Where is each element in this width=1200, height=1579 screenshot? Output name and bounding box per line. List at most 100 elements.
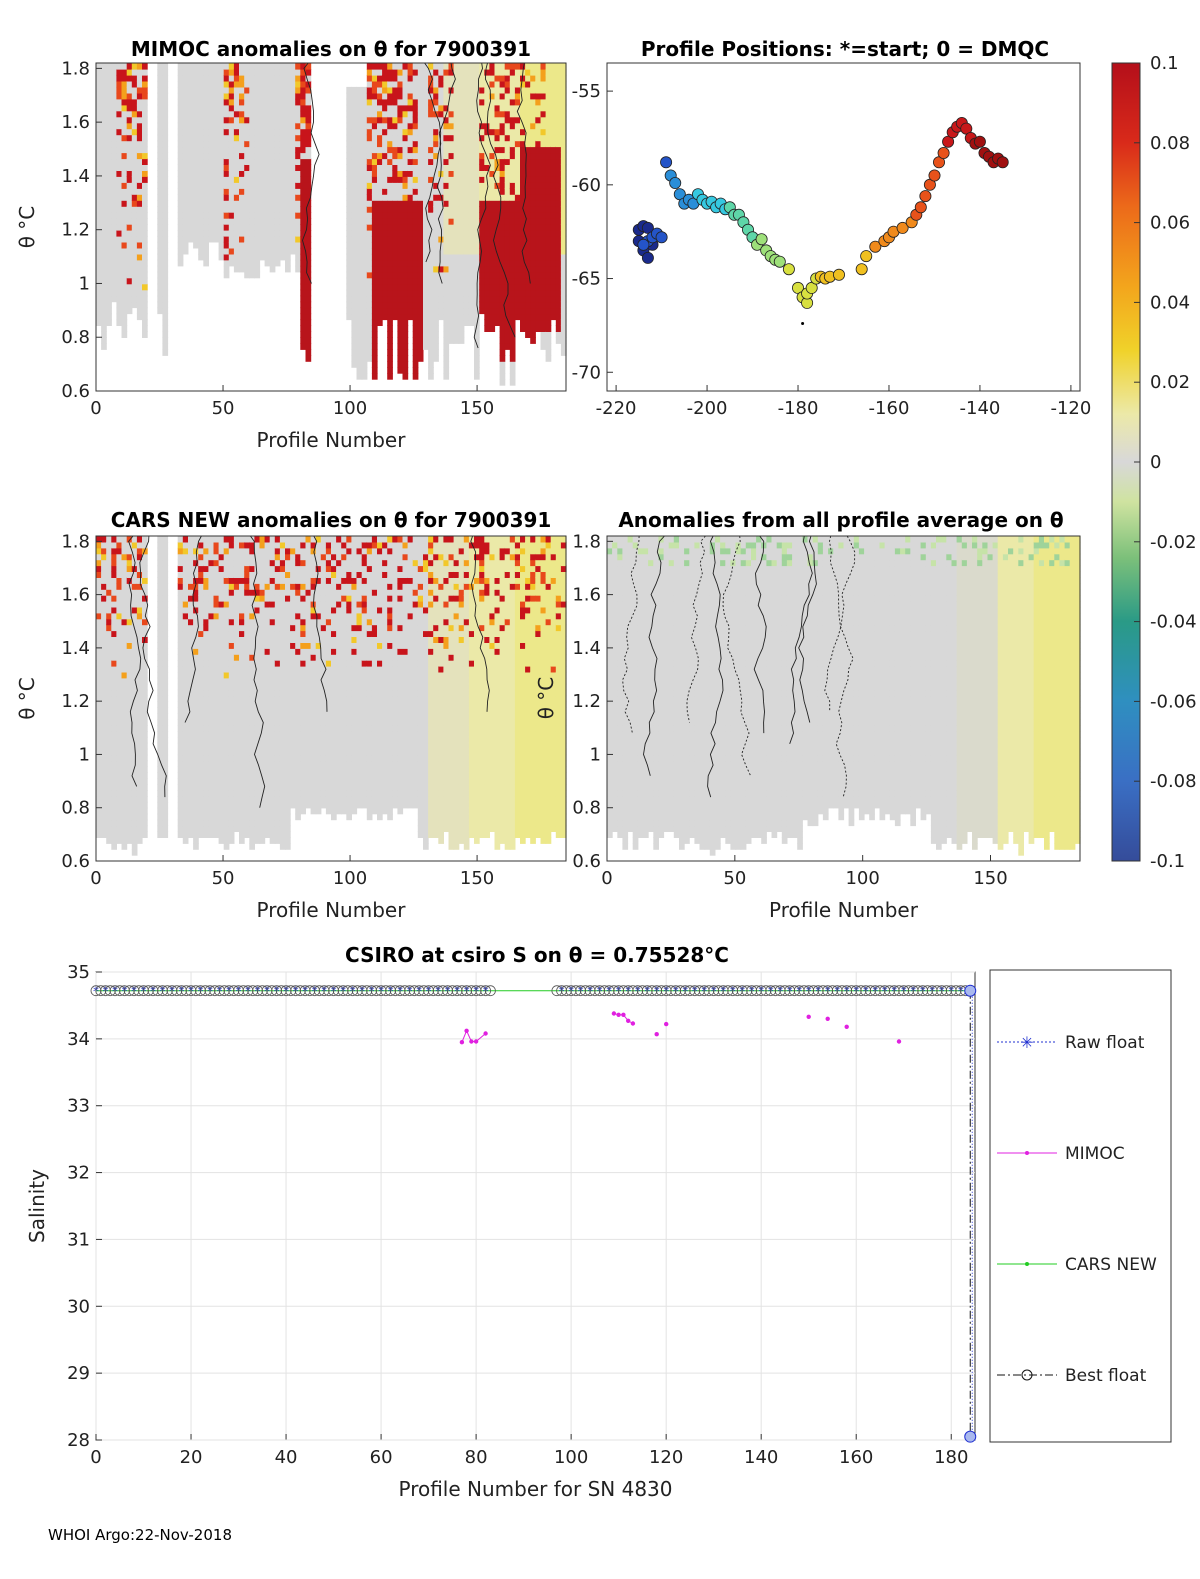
heatmap-cell <box>495 194 501 201</box>
heatmap-cell <box>96 713 102 720</box>
heatmap-cell <box>219 589 225 596</box>
heatmap-cell <box>224 176 230 183</box>
heatmap-cell <box>178 731 184 738</box>
heatmap-cell <box>244 820 250 827</box>
heatmap-cell <box>270 141 276 148</box>
heatmap-cell <box>362 349 368 356</box>
heatmap-cell <box>111 176 117 183</box>
heatmap-cell <box>137 613 143 620</box>
heatmap-cell <box>122 325 128 332</box>
heatmap-cell <box>214 224 220 231</box>
heatmap-cell <box>132 595 138 602</box>
heatmap-cell <box>372 319 378 326</box>
heatmap-cell <box>224 702 230 709</box>
heatmap-cell <box>96 319 102 326</box>
heatmap-cell <box>295 164 301 171</box>
heatmap-cell <box>397 331 403 338</box>
heatmap-cell <box>382 284 388 291</box>
heatmap-cell <box>428 290 434 297</box>
heatmap-cell <box>535 81 541 88</box>
heatmap-cell <box>137 548 143 555</box>
heatmap-cell <box>367 69 373 76</box>
heatmap-cell <box>270 176 276 183</box>
heatmap-cell <box>372 361 378 368</box>
heatmap-cell <box>122 613 128 620</box>
heatmap-cell <box>459 69 465 76</box>
heatmap-cell <box>505 188 511 195</box>
heatmap-cell <box>116 631 122 638</box>
heatmap-cell <box>111 278 117 285</box>
heatmap-cell <box>403 337 409 344</box>
heatmap-cell <box>387 170 393 177</box>
heatmap-cell <box>449 170 455 177</box>
heatmap-cell <box>208 737 214 744</box>
heatmap-cell <box>224 583 230 590</box>
heatmap-cell <box>106 784 112 791</box>
heatmap-cell <box>96 690 102 697</box>
heatmap-cell <box>234 737 240 744</box>
heatmap-cell <box>162 826 168 833</box>
heatmap-cell <box>203 755 209 762</box>
heatmap-cell <box>224 554 230 561</box>
heatmap-cell <box>183 224 189 231</box>
heatmap-cell <box>408 296 414 303</box>
heatmap-cell <box>106 743 112 750</box>
heatmap-cell <box>306 170 312 177</box>
heatmap-cell <box>372 212 378 219</box>
heatmap-cell <box>372 337 378 344</box>
heatmap-cell <box>183 666 189 673</box>
heatmap-cell <box>183 583 189 590</box>
heatmap-cell <box>96 296 102 303</box>
heatmap-cell <box>285 254 291 261</box>
heatmap-cell <box>515 194 521 201</box>
heatmap-cell <box>208 814 214 821</box>
heatmap-cell <box>367 343 373 350</box>
heatmap-cell <box>454 278 460 285</box>
heatmap-cell <box>239 796 245 803</box>
heatmap-cell <box>106 690 112 697</box>
heatmap-cell <box>244 69 250 76</box>
heatmap-cell <box>546 129 552 136</box>
heatmap-cell <box>162 331 168 338</box>
heatmap-cell <box>474 218 480 225</box>
heatmap-cell <box>101 69 107 76</box>
heatmap-cell <box>234 642 240 649</box>
heatmap-cell <box>270 260 276 267</box>
heatmap-cell <box>260 81 266 88</box>
heatmap-cell <box>111 123 117 130</box>
heatmap-cell <box>142 63 148 70</box>
heatmap-cell <box>413 129 419 136</box>
heatmap-cell <box>157 642 163 649</box>
heatmap-cell <box>397 87 403 94</box>
heatmap-cell <box>101 188 107 195</box>
heatmap-cell <box>239 713 245 720</box>
heatmap-cell <box>300 254 306 261</box>
heatmap-cell <box>449 284 455 291</box>
heatmap-cell <box>367 260 373 267</box>
heatmap-cell <box>500 123 506 130</box>
heatmap-cell <box>300 111 306 118</box>
heatmap-cell <box>122 302 128 309</box>
heatmap-cell <box>377 230 383 237</box>
heatmap-cell <box>495 290 501 297</box>
heatmap-cell <box>188 224 194 231</box>
heatmap-cell <box>157 548 163 555</box>
heatmap-cell <box>418 296 424 303</box>
heatmap-cell <box>224 236 230 243</box>
heatmap-cell <box>101 577 107 584</box>
heatmap-cell <box>290 123 296 130</box>
heatmap-cell <box>489 260 495 267</box>
heatmap-cell <box>106 713 112 720</box>
heatmap-cell <box>239 81 245 88</box>
heatmap-cell <box>357 188 363 195</box>
heatmap-cell <box>178 808 184 815</box>
heatmap-cell <box>142 75 148 82</box>
heatmap-cell <box>234 796 240 803</box>
heatmap-cell <box>346 200 352 207</box>
heatmap-cell <box>505 158 511 165</box>
heatmap-cell <box>280 63 286 70</box>
heatmap-cell <box>122 601 128 608</box>
heatmap-cell <box>377 266 383 273</box>
heatmap-cell <box>372 260 378 267</box>
heatmap-cell <box>224 224 230 231</box>
